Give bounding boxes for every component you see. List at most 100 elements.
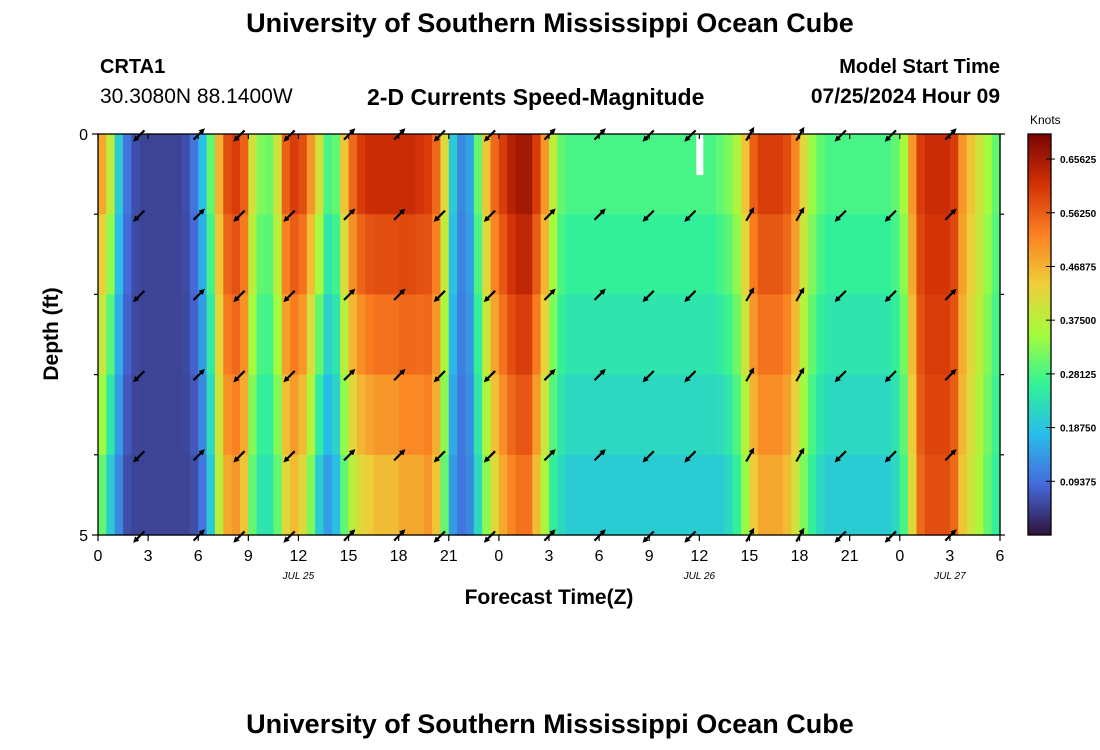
heatmap-cell [281,454,291,536]
heatmap-cell [741,294,751,376]
heatmap-cell [164,294,174,376]
heatmap-cell [465,294,475,376]
heatmap-cell [331,374,341,456]
heatmap-cell [791,134,801,215]
heatmap-cell [565,294,575,376]
heatmap-cell [849,294,859,376]
heatmap-cell [298,294,308,376]
heatmap-cell [273,134,283,215]
heatmap-cell [423,454,433,536]
current-vector [795,287,805,302]
heatmap-cell [574,294,584,376]
heatmap-cell [707,454,717,536]
heatmap-cell [574,374,584,456]
heatmap-cell [265,454,274,536]
heatmap-cell [206,454,216,536]
heatmap-cell [315,294,325,376]
heatmap-cell [482,454,492,536]
heatmap-cell [974,294,984,376]
heatmap-cell [791,374,801,456]
heatmap-cell [306,374,316,456]
heatmap-cell [390,454,400,536]
heatmap-cell [665,294,675,376]
current-vector [593,208,606,221]
heatmap-cell [256,214,266,295]
heatmap-cell [315,454,325,536]
heatmap-cell [256,134,266,215]
heatmap-cell [991,214,1001,295]
heatmap-cell [156,294,166,376]
current-vector [642,290,655,303]
heatmap-cell [866,374,876,456]
heatmap-cell [173,454,183,536]
heatmap-cell [832,454,842,536]
x-tick-label: 15 [741,548,759,565]
heatmap-cell [991,374,1001,456]
date-label: JUL 27 [933,571,966,582]
heatmap-cell [381,374,391,456]
heatmap-cell [239,214,249,295]
heatmap-cell [465,214,475,295]
heatmap-cell [540,454,550,536]
heatmap-cell [799,134,809,215]
heatmap-cell [498,374,508,456]
heatmap-cell [306,214,316,295]
heatmap-cell [849,374,859,456]
heatmap-cell [248,134,258,215]
heatmap-cell [899,374,909,456]
heatmap-cell [131,214,141,295]
heatmap-cell [365,374,375,456]
heatmap-cell [515,374,525,456]
heatmap-cell [941,294,951,376]
heatmap-cell [457,134,467,215]
heatmap-cell [465,374,475,456]
x-tick-label: 6 [194,548,203,565]
current-vector [233,450,246,463]
current-vector [593,368,606,381]
heatmap-cell [690,214,700,295]
heatmap-cell [741,454,751,536]
heatmap-cell [949,294,959,376]
heatmap-cell [390,294,400,376]
heatmap-cell [407,294,416,376]
heatmap-cell [724,294,734,376]
heatmap-cell [649,134,659,215]
heatmap-cell [407,374,416,456]
heatmap-cell [164,374,174,456]
heatmap-cell [899,454,909,536]
heatmap-cell [223,374,233,456]
heatmap-cell [991,134,1001,215]
current-vector [393,449,406,462]
heatmap-cell [457,374,467,456]
heatmap-cell [607,294,617,376]
heatmap-cell [440,294,450,376]
heatmap-cell [432,214,442,295]
heatmap-cell [665,214,675,295]
heatmap-cell [724,374,734,456]
heatmap-cell [223,454,233,536]
current-vector [233,530,246,543]
heatmap-cell [448,374,458,456]
heatmap-cell [123,454,133,536]
heatmap-cell [557,374,567,456]
heatmap-cell [131,454,141,536]
footer-title: University of Southern Mississippi Ocean… [246,709,854,739]
colorbar-scale [1027,133,1052,536]
heatmap-cell [816,214,826,295]
current-vector [343,208,356,221]
heatmap-cell [849,454,859,536]
heatmap-cell [390,134,400,215]
heatmap-cell [774,134,784,215]
heatmap-cell [340,134,350,215]
heatmap-cell [206,374,216,456]
heatmap-cell [407,214,416,295]
page-title: University of Southern Mississippi Ocean… [246,8,854,38]
heatmap-cell [665,454,675,536]
heatmap-cell [966,454,976,536]
x-tick-label: 12 [290,548,308,565]
heatmap-cell [732,134,742,215]
heatmap-cell [632,294,642,376]
heatmap-cell [716,294,725,376]
heatmap-cell [916,454,926,536]
heatmap-cell [908,294,918,376]
